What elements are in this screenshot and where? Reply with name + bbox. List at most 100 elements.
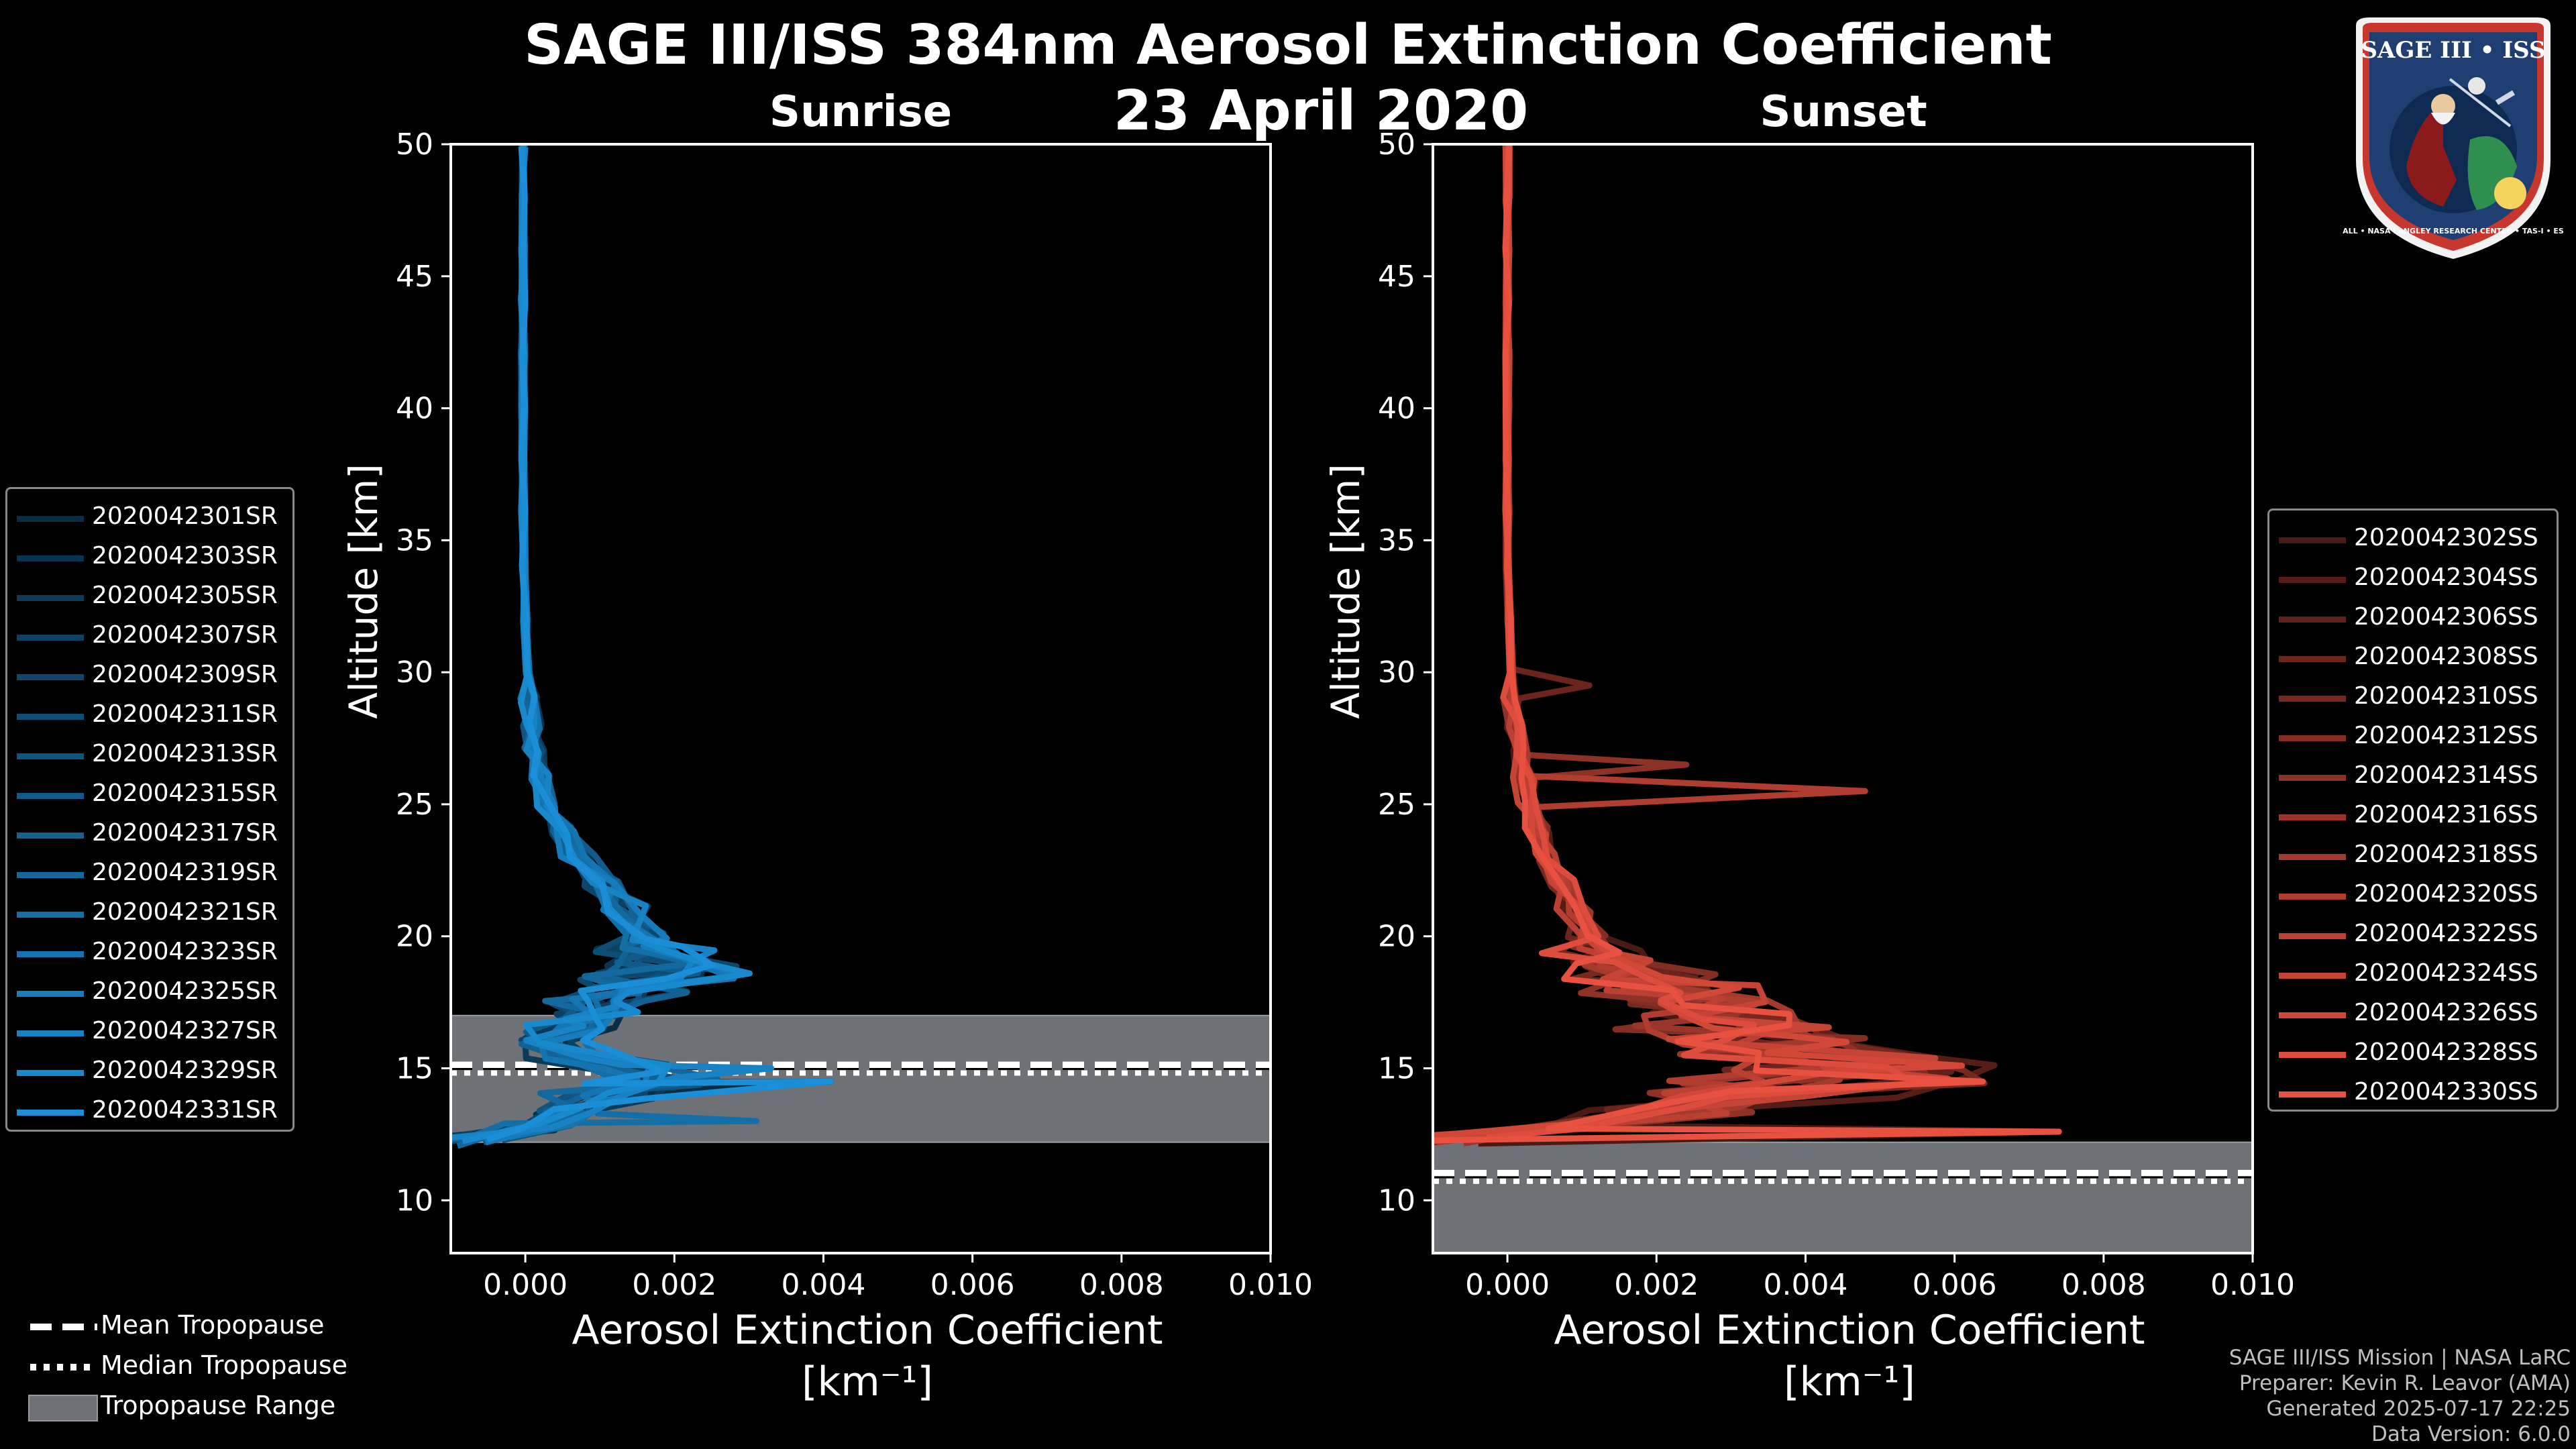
sunrise-y-tick-label: 25 [396, 788, 433, 822]
sunset-x-tick-label: 0.000 [1465, 1268, 1550, 1302]
legend-label: 2020042316SS [2354, 801, 2538, 828]
legend-label: 2020042331SR [92, 1096, 278, 1124]
sunrise-y-tick-label: 35 [396, 523, 433, 557]
legend-mean-tropopause: Mean Tropopause [20, 1305, 396, 1345]
legend-swatch [17, 635, 84, 641]
legend-item-2020042315SR: 2020042315SR [7, 775, 292, 814]
legend-item-2020042318SS: 2020042318SS [2269, 837, 2557, 875]
legend-label: 2020042320SS [2354, 880, 2538, 908]
legend-item-2020042301SR: 2020042301SR [7, 498, 292, 537]
legend-median-tropopause: Median Tropopause [20, 1345, 396, 1385]
sunrise-x-tick-label: 0.010 [1228, 1268, 1313, 1302]
legend-item-2020042322SS: 2020042322SS [2269, 916, 2557, 955]
legend-label: 2020042325SR [92, 977, 278, 1005]
median-tropopause-label: Median Tropopause [101, 1350, 347, 1380]
sunset-legend: 2020042302SS 2020042304SS 2020042306SS 2020… [2267, 508, 2559, 1112]
legend-label: 2020042322SS [2354, 920, 2538, 947]
tropopause-range-swatch [28, 1395, 98, 1421]
legend-label: 2020042311SR [92, 700, 278, 728]
sunrise-y-tick-label: 40 [396, 392, 433, 426]
legend-swatch [17, 912, 84, 918]
sunset-y-tick-label: 35 [1378, 523, 1415, 557]
legend-item-2020042311SR: 2020042311SR [7, 696, 292, 735]
mean-tropopause-label: Mean Tropopause [101, 1310, 325, 1340]
legend-item-2020042306SS: 2020042306SS [2269, 599, 2557, 638]
sunset-y-tick-label: 15 [1378, 1052, 1415, 1086]
legend-label: 2020042314SS [2354, 761, 2538, 789]
legend-item-2020042316SS: 2020042316SS [2269, 797, 2557, 836]
legend-item-2020042321SR: 2020042321SR [7, 894, 292, 933]
legend-swatch [2279, 696, 2346, 702]
legend-label: 2020042321SR [92, 898, 278, 926]
legend-swatch [2279, 656, 2346, 662]
legend-label: 2020042317SR [92, 819, 278, 847]
legend-item-2020042307SR: 2020042307SR [7, 617, 292, 656]
sunrise-x-tick-label: 0.000 [483, 1268, 568, 1302]
legend-item-2020042319SR: 2020042319SR [7, 855, 292, 894]
legend-label: 2020042312SS [2354, 722, 2538, 749]
legend-label: 2020042310SS [2354, 682, 2538, 710]
sunrise-x-tick-label: 0.006 [930, 1268, 1015, 1302]
legend-label: 2020042305SR [92, 582, 278, 609]
sunset-x-tick-label: 0.006 [1913, 1268, 1997, 1302]
legend-swatch [17, 1030, 84, 1036]
series-line-2020042302SS [1478, 144, 2062, 1147]
legend-label: 2020042324SS [2354, 959, 2538, 987]
sunset-panel-title: Sunset [1760, 87, 1927, 137]
legend-swatch [17, 1070, 84, 1076]
legend-item-2020042303SR: 2020042303SR [7, 538, 292, 577]
sage-iii-iss-mission-logo: SAGE III • ISS BALL • NASA LANGLEY RESEA… [2343, 17, 2564, 259]
sunrise-y-tick-label: 10 [396, 1183, 433, 1218]
legend-label: 2020042329SR [92, 1057, 278, 1084]
legend-swatch [17, 872, 84, 878]
legend-swatch [2279, 775, 2346, 781]
legend-item-2020042329SR: 2020042329SR [7, 1053, 292, 1091]
legend-label: 2020042327SR [92, 1017, 278, 1044]
sunrise-y-tick-label: 15 [396, 1052, 433, 1086]
sunrise-x-tick-label: 0.004 [781, 1268, 865, 1302]
legend-label: 2020042328SS [2354, 1038, 2538, 1066]
sunset-x-tick-label: 0.008 [2061, 1268, 2146, 1302]
legend-item-2020042325SR: 2020042325SR [7, 973, 292, 1012]
sunset-axes-frame [1432, 143, 2254, 1254]
sunset-x-axis-unit: [km⁻¹] [1784, 1358, 1915, 1405]
legend-swatch [17, 714, 84, 720]
sunrise-y-tick-label: 30 [396, 655, 433, 690]
sunset-y-tick-label: 40 [1378, 392, 1415, 426]
legend-item-2020042328SS: 2020042328SS [2269, 1034, 2557, 1073]
legend-swatch [2279, 1091, 2346, 1097]
legend-label: 2020042313SR [92, 740, 278, 767]
credits-preparer: Preparer: Kevin R. Leavor (AMA) [2239, 1371, 2571, 1395]
legend-item-2020042330SS: 2020042330SS [2269, 1074, 2557, 1113]
sunset-tropopause-range [1432, 1141, 2253, 1254]
tropopause-range-label: Tropopause Range [101, 1391, 336, 1420]
legend-swatch [2279, 933, 2346, 939]
legend-item-2020042317SR: 2020042317SR [7, 815, 292, 854]
sunrise-plot: 10 15 20 25 30 35 40 45 50 0.000 0.002 0.004 0.006 0.… [341, 127, 1313, 1405]
logo-ring-text: BALL • NASA LANGLEY RESEARCH CENTER • TA… [2343, 227, 2564, 235]
sunrise-axes-frame [449, 143, 1272, 1254]
tropopause-legend: Mean Tropopause Median Tropopause Tropop… [20, 1305, 396, 1432]
legend-swatch [2279, 616, 2346, 623]
legend-item-2020042312SS: 2020042312SS [2269, 718, 2557, 757]
sunrise-x-tick-label: 0.008 [1079, 1268, 1164, 1302]
legend-swatch [17, 753, 84, 759]
sunrise-y-axis-label: Altitude [km] [341, 464, 386, 718]
legend-item-2020042305SR: 2020042305SR [7, 578, 292, 616]
legend-item-2020042320SS: 2020042320SS [2269, 876, 2557, 915]
sunset-y-tick-label: 50 [1378, 127, 1415, 162]
sunset-x-tick-label: 0.010 [2210, 1268, 2295, 1302]
sunrise-y-tick-label: 45 [396, 260, 433, 294]
legend-label: 2020042302SS [2354, 524, 2538, 551]
chart-title: SAGE III/ISS 384nm Aerosol Extinction Co… [524, 13, 2052, 77]
legend-swatch [2279, 577, 2346, 583]
legend-tropopause-range: Tropopause Range [20, 1385, 396, 1426]
credits-version: Data Version: 6.0.0 [2371, 1422, 2571, 1446]
median-tropopause-swatch [30, 1364, 97, 1371]
legend-item-2020042309SR: 2020042309SR [7, 657, 292, 696]
sunrise-legend: 2020042301SR 2020042303SR 2020042305SR 2020… [5, 487, 294, 1132]
legend-item-2020042327SR: 2020042327SR [7, 1013, 292, 1052]
legend-item-2020042323SR: 2020042323SR [7, 934, 292, 973]
sunset-y-tick-label: 25 [1378, 788, 1415, 822]
